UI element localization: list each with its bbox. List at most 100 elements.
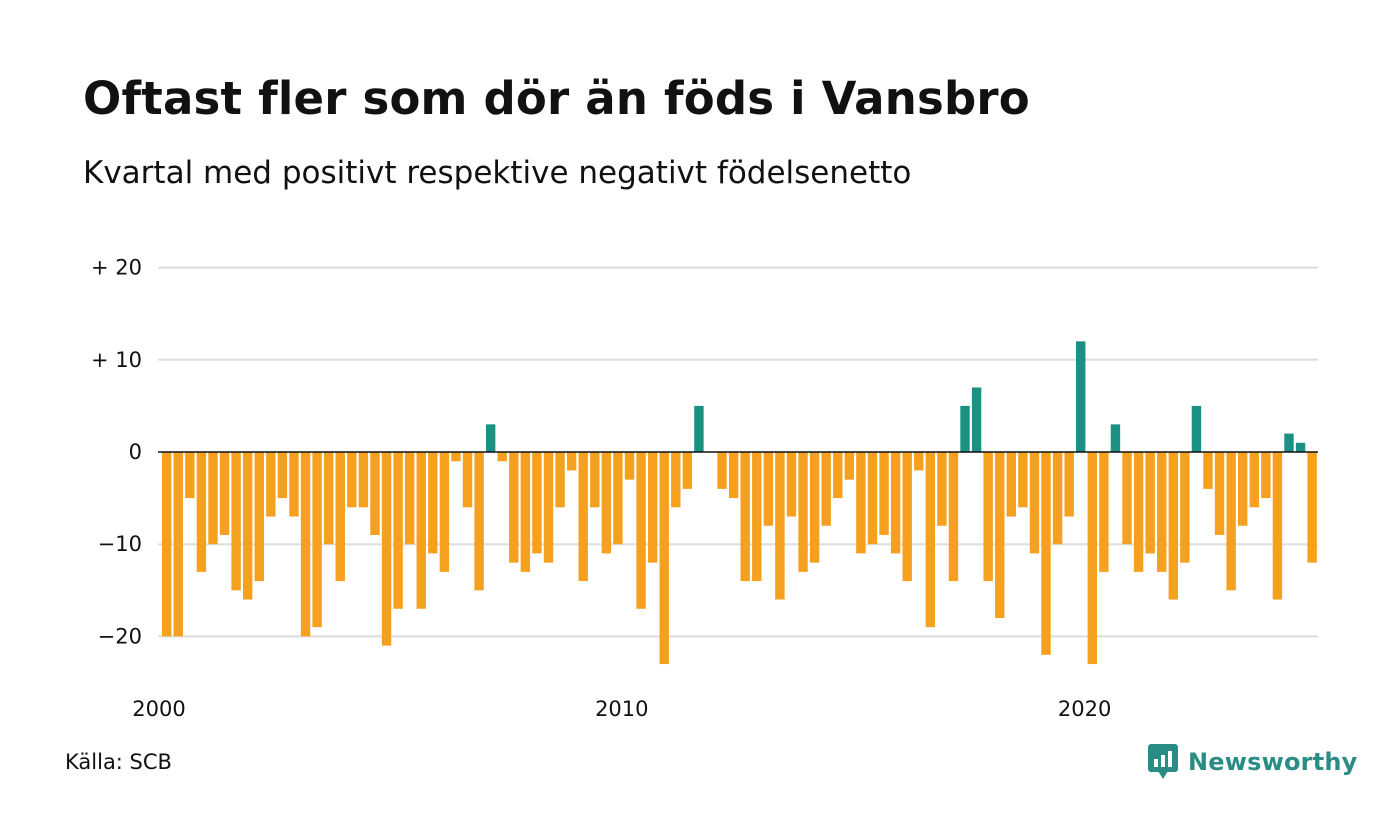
bar: [1226, 452, 1236, 591]
bar: [1238, 452, 1248, 526]
bar: [196, 452, 207, 572]
bar: [254, 452, 264, 582]
bar: [740, 452, 750, 582]
bar: [856, 452, 866, 554]
bar: [381, 452, 392, 646]
bar: [1157, 452, 1167, 572]
bar: [821, 452, 831, 526]
bar: [717, 452, 727, 489]
bar: [1006, 452, 1017, 517]
bar: [520, 452, 531, 572]
bar: [543, 452, 554, 563]
bar: [948, 452, 959, 582]
bar: [844, 452, 855, 480]
newsworthy-logo: Newsworthy: [1148, 744, 1358, 780]
bar: [509, 452, 519, 563]
bar: [763, 452, 774, 526]
bar: [1249, 452, 1259, 508]
bar: [173, 452, 183, 637]
bar: [1076, 341, 1086, 452]
bar: [1284, 433, 1294, 452]
x-tick-label: 2000: [132, 697, 185, 721]
bar: [1099, 452, 1109, 572]
bar: [266, 452, 276, 517]
bar: [971, 387, 982, 452]
bar: [312, 452, 322, 628]
bar: [601, 452, 612, 554]
bar: [1110, 424, 1121, 452]
bar: [162, 452, 172, 637]
x-tick-label: 2010: [595, 697, 648, 721]
bar: [1180, 452, 1190, 563]
bar: [1307, 452, 1317, 563]
bar: [451, 452, 461, 462]
bar: [682, 452, 693, 489]
bar: [1168, 452, 1178, 600]
bar: [439, 452, 450, 572]
bar: [335, 452, 345, 582]
bar: [728, 452, 739, 499]
bar: [786, 452, 797, 517]
bar: [1261, 452, 1271, 499]
bar: [659, 452, 669, 665]
bar: [624, 452, 635, 480]
bar: [347, 452, 357, 508]
bar: [613, 452, 623, 545]
bar: [370, 452, 380, 535]
bar: [416, 452, 426, 609]
bar: [960, 405, 970, 452]
bar: [1145, 452, 1155, 554]
bar: [566, 452, 577, 471]
y-tick-label: 0: [129, 440, 142, 464]
bar: [590, 452, 600, 508]
bar: [1041, 452, 1051, 655]
bar: [532, 452, 542, 554]
bar: [914, 452, 924, 471]
bar: [1064, 452, 1074, 517]
bar: [647, 452, 658, 563]
bar: [358, 452, 369, 508]
bar: [983, 452, 993, 582]
bar: [1295, 442, 1306, 452]
bar: [775, 452, 785, 600]
source-note: Källa: SCB: [65, 750, 172, 774]
brand-name: Newsworthy: [1188, 748, 1358, 776]
bar-chart: + 20 + 10 0 −10 −20 2000 2010 2020: [91, 256, 1318, 721]
y-tick-label: −20: [98, 624, 142, 648]
bar: [300, 452, 311, 637]
bar: [208, 452, 218, 545]
bar: [219, 452, 230, 535]
bar: [1052, 452, 1063, 545]
bar: [671, 452, 681, 508]
bar: [242, 452, 253, 600]
bar: [277, 452, 288, 499]
bar: [1122, 452, 1132, 545]
bar: [1191, 405, 1202, 452]
bar: [694, 405, 704, 452]
bar: [231, 452, 241, 591]
bar: [925, 452, 936, 628]
bars: [162, 341, 1317, 665]
bar: [890, 452, 901, 554]
y-tick-label: + 20: [91, 256, 142, 280]
bar: [752, 452, 762, 582]
bar: [879, 452, 889, 535]
bar: [798, 452, 808, 572]
chart-bubble-icon: [1148, 744, 1178, 779]
bar: [1272, 452, 1283, 600]
chart-subtitle: Kvartal med positivt respektive negativt…: [83, 155, 912, 191]
bar: [578, 452, 588, 582]
bar: [474, 452, 484, 591]
x-tick-label: 2020: [1058, 697, 1111, 721]
bar: [636, 452, 646, 609]
bar: [289, 452, 299, 517]
chart-title: Oftast fler som dör än föds i Vansbro: [83, 72, 1030, 125]
y-axis-labels: + 20 + 10 0 −10 −20: [91, 256, 142, 649]
bar: [323, 452, 334, 545]
bar: [555, 452, 565, 508]
bar: [1029, 452, 1040, 554]
bar: [1018, 452, 1028, 508]
bar: [995, 452, 1005, 618]
bar: [185, 452, 195, 499]
bar: [833, 452, 843, 499]
